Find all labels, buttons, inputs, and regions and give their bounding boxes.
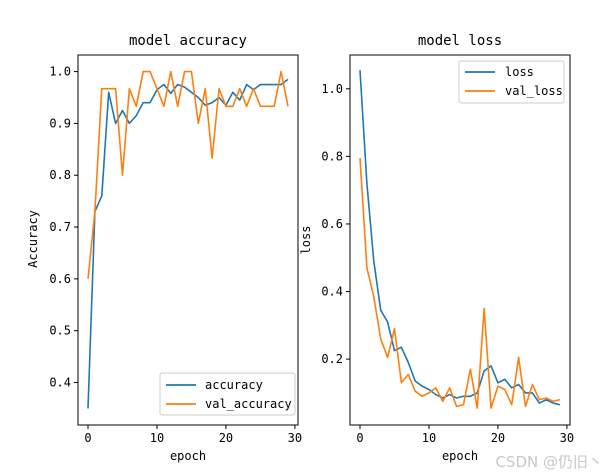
loss-chart-title: model loss: [418, 33, 502, 49]
loss-series-line-loss: [359, 70, 561, 406]
loss-y-tick-label: 0.8: [321, 149, 343, 163]
loss-legend-label-val-loss: val_loss: [505, 84, 563, 98]
loss-legend: loss val_loss: [458, 60, 565, 104]
accuracy-x-tick-label: 0: [84, 431, 91, 445]
accuracy-y-tick-label: 1.0: [49, 65, 71, 79]
accuracy-x-tick-label: 10: [150, 431, 164, 445]
loss-x-tick-label: 20: [491, 431, 505, 445]
accuracy-y-tick-label: 0.6: [49, 272, 71, 286]
accuracy-subplot: model accuracy epoch Accuracy 0 10 20 30 0.4…: [26, 33, 302, 463]
loss-x-axis-label: epoch: [442, 449, 478, 463]
loss-series-line-val-loss: [359, 158, 561, 409]
loss-plot-frame: [349, 54, 571, 426]
loss-lines: [359, 70, 561, 409]
loss-x-tick-label: 0: [356, 431, 363, 445]
accuracy-ticks: 0 10 20 30 0.4 0.5 0.6 0.7 0.8 0.9 1.0: [49, 65, 302, 445]
loss-y-tick-label: 1.0: [321, 82, 343, 96]
accuracy-series-line-val-accuracy: [87, 70, 289, 279]
accuracy-x-tick-label: 20: [219, 431, 233, 445]
accuracy-x-tick-label: 30: [288, 431, 302, 445]
loss-y-tick-label: 0.2: [321, 352, 343, 366]
loss-x-tick-label: 30: [560, 431, 574, 445]
accuracy-series-line-accuracy: [87, 78, 289, 409]
loss-y-tick-label: 0.6: [321, 217, 343, 231]
loss-x-tick-label: 10: [422, 431, 436, 445]
accuracy-y-tick-label: 0.9: [49, 116, 71, 130]
accuracy-legend: accuracy val_accuracy: [159, 372, 296, 416]
accuracy-y-tick-label: 0.7: [49, 220, 71, 234]
accuracy-y-tick-label: 0.4: [49, 376, 71, 390]
accuracy-y-axis-label: Accuracy: [26, 210, 40, 268]
loss-ticks: 0 10 20 30 0.2 0.4 0.6 0.8 1.0: [321, 82, 574, 445]
accuracy-lines: [87, 70, 289, 409]
accuracy-chart-title: model accuracy: [129, 33, 247, 49]
watermark: CSDN @仍旧丶: [495, 453, 603, 471]
loss-legend-label-loss: loss: [505, 65, 534, 79]
accuracy-plot-frame: [77, 54, 299, 426]
accuracy-y-tick-label: 0.5: [49, 324, 71, 338]
accuracy-x-axis-label: epoch: [170, 449, 206, 463]
accuracy-y-tick-label: 0.8: [49, 168, 71, 182]
accuracy-legend-label-val-accuracy: val_accuracy: [205, 397, 292, 411]
loss-subplot: model loss epoch loss 0 10 20 30 0.2 0.4 0.6 0.…: [299, 33, 574, 463]
loss-y-tick-label: 0.4: [321, 285, 343, 299]
accuracy-legend-label-accuracy: accuracy: [205, 378, 263, 392]
loss-y-axis-label: loss: [299, 226, 313, 255]
